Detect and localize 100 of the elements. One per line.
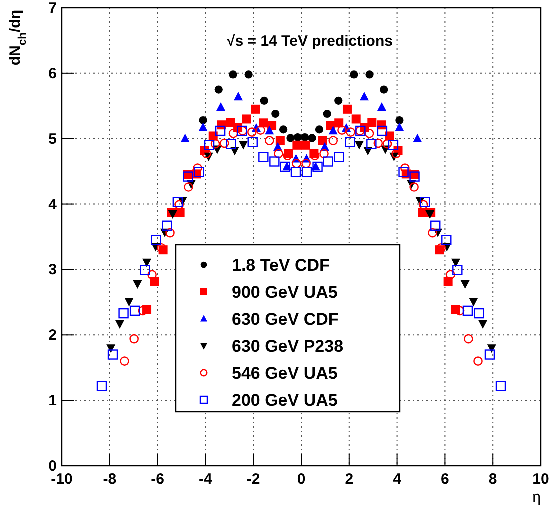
point — [308, 134, 316, 142]
point — [328, 126, 338, 135]
legend-label: 900 GeV UA5 — [232, 283, 338, 302]
point — [168, 210, 178, 220]
point — [220, 138, 230, 148]
point — [323, 156, 334, 167]
point — [474, 356, 483, 366]
point — [368, 118, 377, 127]
point — [474, 308, 484, 319]
point — [204, 140, 215, 150]
point — [142, 258, 152, 268]
point — [464, 334, 474, 344]
x-tick-label: -8 — [103, 471, 117, 488]
point — [446, 270, 456, 280]
point — [410, 172, 420, 182]
point — [496, 381, 506, 392]
point — [334, 96, 343, 105]
point — [350, 70, 358, 79]
point — [290, 167, 302, 178]
y-tick-label: 1 — [48, 392, 57, 410]
x-tick-label: 0 — [297, 471, 306, 488]
point — [215, 126, 226, 136]
point — [234, 92, 244, 101]
point — [183, 172, 194, 182]
legend-label: 1.8 TeV CDF — [232, 256, 330, 275]
point — [392, 149, 401, 159]
legend-label: 546 GeV UA5 — [232, 364, 338, 383]
point — [366, 138, 377, 150]
y-tick-label: 2 — [48, 327, 57, 344]
point — [148, 270, 157, 280]
point — [428, 228, 438, 238]
point — [239, 141, 248, 150]
point — [258, 152, 269, 162]
x-tick-label: 6 — [441, 471, 450, 488]
point — [436, 243, 446, 253]
point — [194, 167, 204, 178]
point — [140, 265, 150, 276]
point — [360, 92, 369, 101]
y-tick-label: 3 — [48, 262, 57, 279]
point — [115, 320, 124, 329]
point — [156, 243, 166, 253]
point — [377, 102, 386, 112]
point — [202, 149, 212, 159]
point — [388, 140, 399, 150]
point — [380, 86, 388, 94]
point — [426, 210, 435, 220]
point — [346, 128, 356, 137]
point — [118, 308, 129, 319]
point — [199, 116, 208, 125]
point — [398, 167, 409, 178]
point — [280, 162, 290, 172]
point — [328, 136, 338, 146]
y-tick-label: 5 — [48, 130, 57, 148]
point — [395, 122, 404, 132]
point — [265, 126, 274, 135]
point — [374, 138, 384, 148]
point — [166, 228, 175, 238]
x-tick-label: 8 — [488, 471, 498, 488]
point — [133, 280, 142, 290]
y-tick-label: 4 — [48, 196, 58, 214]
point — [198, 122, 208, 132]
point — [302, 159, 311, 168]
y-tick-label: 6 — [48, 65, 57, 82]
point — [354, 141, 364, 150]
point — [276, 136, 285, 146]
point — [226, 118, 236, 127]
point — [460, 280, 470, 290]
point — [172, 197, 184, 208]
point — [229, 70, 238, 79]
point — [272, 110, 280, 118]
point — [248, 128, 257, 137]
legend-label: 630 GeV P238 — [232, 337, 344, 356]
x-tick-label: -4 — [199, 471, 214, 488]
x-tick-label: -6 — [151, 471, 164, 488]
point — [151, 235, 162, 246]
point — [228, 128, 238, 138]
point — [484, 350, 496, 360]
point — [120, 356, 130, 366]
point — [366, 70, 374, 79]
point — [130, 306, 140, 316]
point — [124, 298, 134, 307]
point — [292, 159, 302, 168]
point — [413, 134, 422, 142]
point — [410, 182, 419, 192]
x-tick-label: 10 — [532, 471, 550, 488]
point — [260, 96, 268, 105]
point — [334, 118, 344, 128]
point — [430, 220, 441, 231]
point — [452, 265, 463, 276]
point — [312, 162, 323, 172]
point — [256, 126, 266, 135]
point — [396, 116, 404, 125]
point — [420, 197, 430, 208]
point — [279, 126, 288, 134]
point — [352, 114, 361, 124]
point — [248, 137, 258, 148]
point — [130, 334, 139, 344]
point — [174, 200, 184, 210]
point — [150, 276, 160, 286]
point — [301, 134, 310, 142]
